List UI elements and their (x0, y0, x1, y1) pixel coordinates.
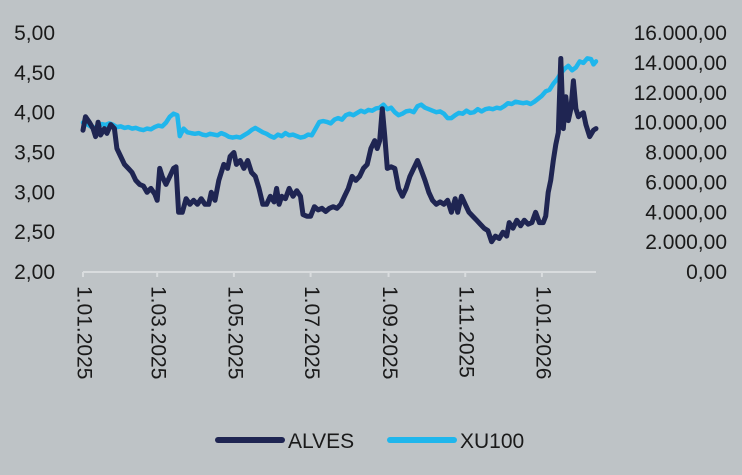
legend-label-xu100: XU100 (460, 430, 524, 453)
y-right-tick-label: 12.000,00 (634, 82, 727, 105)
y-right-tick-label: 2.000,00 (645, 231, 727, 254)
x-tick-label: 1.03.2025 (147, 286, 170, 379)
y-right-tick-label: 10.000,00 (634, 112, 727, 135)
x-tick-label: 1.09.2025 (378, 286, 401, 379)
y-right-tick-label: 16.000,00 (634, 22, 727, 45)
y-right-tick-label: 4.000,00 (645, 201, 727, 224)
legend-label-alves: ALVES (288, 430, 354, 453)
x-tick-label: 1.01.2025 (72, 286, 95, 379)
series-line-alves (80, 56, 599, 245)
x-axis: 1.01.2025 1.03.2025 1.05.2025 1.07.2025 1.09… (72, 271, 596, 379)
y-left-tick-label: 3,50 (14, 142, 55, 165)
y-right-tick-label: 14.000,00 (634, 52, 727, 75)
series-line-xu100 (80, 56, 599, 140)
x-tick-label: 1.11.2025 (455, 286, 478, 378)
y-right-tick-label: 6.000,00 (645, 171, 727, 194)
legend: ALVES XU100 (215, 430, 524, 453)
y-left-tick-label: 4,50 (14, 62, 55, 85)
x-tick-label: 1.05.2025 (223, 286, 246, 379)
y-left-tick-label: 4,00 (14, 102, 55, 125)
x-tick-label: 1.07.2025 (300, 286, 323, 379)
y-left-tick-label: 3,00 (14, 181, 55, 204)
left-axis: 2,00 2,50 3,00 3,50 4,00 4,50 5,00 (14, 22, 55, 284)
x-tick-label: 1.01.2026 (531, 286, 554, 379)
y-left-tick-label: 2,00 (14, 261, 55, 284)
series-layer (80, 56, 599, 245)
y-left-tick-label: 5,00 (14, 22, 55, 45)
y-right-tick-label: 8.000,00 (645, 142, 727, 165)
right-axis: 0,00 2.000,00 4.000,00 6.000,00 8.000,00 10.0… (634, 22, 727, 284)
y-right-tick-label: 0,00 (686, 261, 727, 284)
y-left-tick-label: 2,50 (14, 221, 55, 244)
